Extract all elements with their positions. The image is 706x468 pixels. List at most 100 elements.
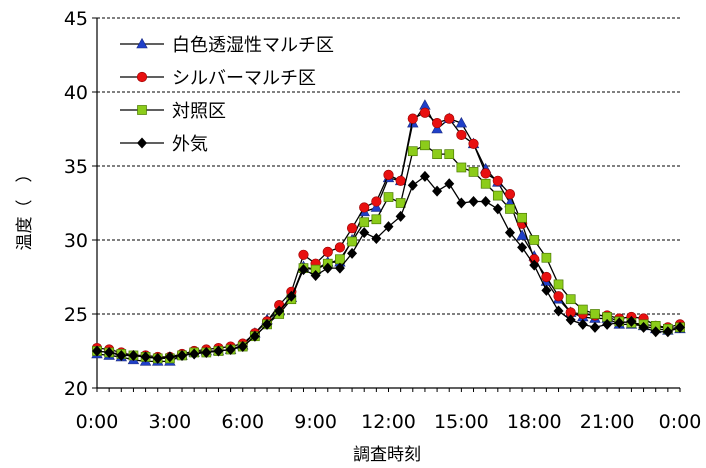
data-point-diamond	[432, 185, 443, 197]
data-point-diamond	[286, 290, 297, 302]
data-point-circle	[541, 271, 552, 283]
x-tick-label: 18:00	[507, 411, 562, 433]
x-tick-label: 0:00	[76, 411, 119, 433]
y-axis-title: 温度（ ）	[15, 166, 35, 251]
x-tick-label: 3:00	[149, 411, 192, 433]
axes	[92, 17, 681, 392]
data-point-diamond	[298, 264, 309, 276]
data-point-triangle	[455, 116, 468, 128]
data-point-diamond	[189, 348, 200, 360]
data-point-diamond	[492, 203, 503, 215]
data-point-square	[335, 254, 345, 265]
data-point-diamond	[626, 315, 637, 327]
data-point-diamond	[638, 321, 649, 333]
legend-item-0: 白色透湿性マルチ区	[120, 35, 334, 56]
data-point-diamond	[468, 196, 479, 208]
data-point-square	[553, 279, 564, 290]
data-point-square	[359, 217, 370, 228]
data-point-diamond	[565, 314, 576, 326]
x-tick-label: 0:00	[659, 411, 702, 433]
legend-marker	[137, 105, 147, 115]
data-point-diamond	[225, 344, 236, 356]
data-point-diamond	[164, 351, 175, 363]
data-point-diamond	[237, 341, 248, 353]
data-point-square	[480, 178, 491, 189]
x-tick-label: 12:00	[361, 411, 416, 433]
data-point-diamond	[274, 305, 285, 317]
data-point-circle	[492, 175, 503, 186]
data-point-square	[541, 252, 552, 263]
data-point-circle	[322, 246, 333, 257]
y-tick-label: 40	[64, 82, 88, 104]
data-point-diamond	[577, 318, 588, 330]
data-point-square	[432, 149, 442, 160]
data-point-circle	[383, 169, 394, 180]
data-point-square	[407, 146, 418, 157]
data-point-diamond	[92, 345, 102, 357]
data-point-circle	[468, 138, 479, 149]
data-point-square	[371, 214, 382, 225]
legend-marker	[137, 137, 147, 149]
data-point-diamond	[456, 197, 467, 209]
gridlines	[97, 17, 680, 315]
series-3	[92, 170, 685, 364]
data-point-circle	[456, 129, 467, 141]
x-tick-label: 6:00	[221, 411, 264, 433]
data-point-circle	[480, 168, 491, 179]
legend-marker	[136, 37, 148, 49]
legend-label: 対照区	[172, 101, 226, 122]
legend-label: シルバーマルチ区	[172, 68, 316, 89]
data-point-diamond	[675, 321, 685, 333]
data-point-diamond	[128, 349, 139, 361]
data-point-diamond	[517, 241, 528, 253]
data-point-circle	[504, 189, 516, 200]
data-point-square	[492, 190, 503, 201]
x-axis-title: 調査時刻	[353, 445, 421, 465]
data-point-diamond	[662, 326, 673, 338]
legend-item-1: シルバーマルチ区	[120, 68, 316, 89]
data-point-circle	[444, 113, 455, 124]
x-tick-label: 15:00	[434, 411, 489, 433]
data-point-diamond	[201, 346, 212, 358]
data-point-diamond	[614, 317, 625, 329]
data-point-circle	[359, 202, 370, 213]
data-point-triangle	[370, 201, 383, 212]
data-point-diamond	[383, 221, 394, 233]
y-tick-label: 30	[64, 230, 88, 252]
data-point-diamond	[541, 284, 552, 296]
data-point-diamond	[359, 227, 370, 239]
data-point-diamond	[589, 321, 600, 333]
data-point-circle	[346, 223, 358, 234]
y-tick-label: 25	[64, 304, 88, 326]
data-point-circle	[419, 107, 431, 118]
data-point-diamond	[213, 345, 224, 357]
data-point-circle	[371, 196, 382, 207]
data-point-diamond	[310, 270, 321, 282]
data-point-square	[420, 140, 430, 151]
x-tick-label: 21:00	[580, 411, 635, 433]
data-point-circle	[334, 242, 346, 253]
y-tick-label: 35	[64, 156, 88, 178]
data-point-square	[565, 294, 576, 305]
data-point-triangle	[431, 122, 443, 134]
legend-item-2: 対照区	[120, 101, 226, 122]
data-point-diamond	[347, 247, 358, 259]
data-point-square	[456, 162, 467, 173]
data-point-square	[347, 236, 357, 247]
data-point-diamond	[602, 318, 613, 330]
data-point-diamond	[504, 227, 515, 239]
data-point-square	[577, 304, 588, 315]
data-point-diamond	[395, 210, 406, 222]
y-tick-label: 45	[64, 8, 88, 30]
data-point-circle	[431, 117, 443, 129]
data-point-diamond	[334, 262, 345, 274]
data-point-square	[383, 192, 394, 202]
data-point-square	[529, 235, 540, 245]
data-point-diamond	[650, 326, 661, 338]
data-point-diamond	[371, 233, 382, 245]
x-tick-labels: 0:00 3:00 6:00 9:00 12:00 15:00 18:00 21:00 0:00	[76, 411, 702, 433]
data-point-diamond	[262, 318, 273, 330]
data-point-circle	[553, 291, 564, 302]
data-point-square	[505, 204, 515, 214]
